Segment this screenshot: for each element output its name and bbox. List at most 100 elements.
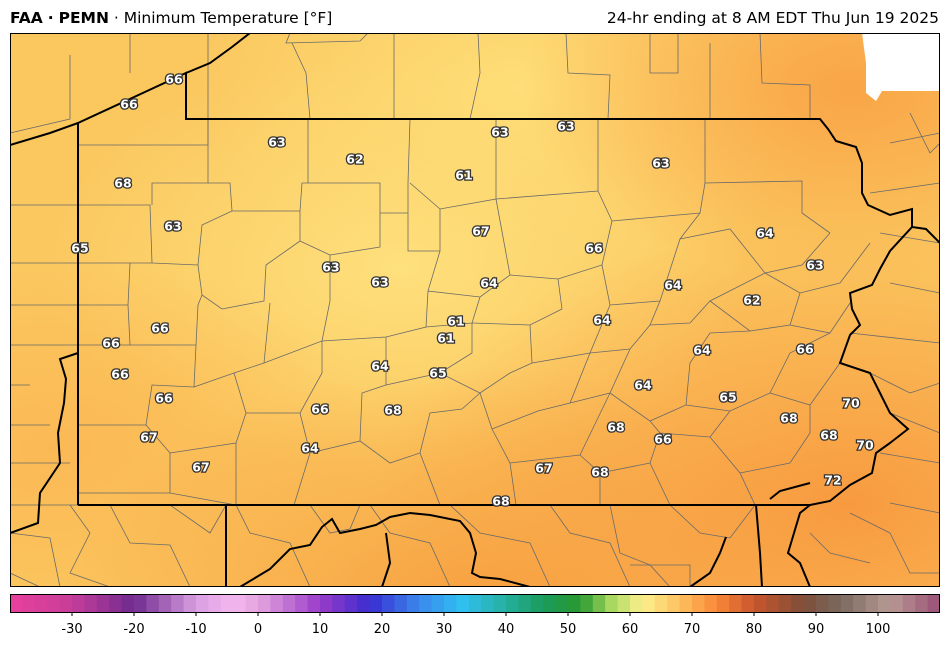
colorbar-swatch — [72, 594, 85, 612]
colorbar-swatch — [270, 594, 284, 612]
station-value: 64 — [634, 378, 652, 393]
colorbar-swatch — [332, 594, 346, 612]
colorbar-swatch — [605, 594, 619, 612]
colorbar: -30 -20 -10 0 10 20 30 40 50 60 70 80 90 100 — [10, 594, 940, 637]
colorbar-swatch — [208, 594, 222, 612]
colorbar-swatch — [878, 594, 891, 612]
colorbar-tick-label: 0 — [254, 622, 262, 637]
station-value: 67 — [472, 224, 489, 239]
colorbar-ticks: -30 -20 -10 0 10 20 30 40 50 60 70 80 90 100 — [61, 612, 890, 637]
colorbar-tick-label: 80 — [746, 622, 763, 637]
colorbar-swatch — [927, 594, 940, 612]
colorbar-swatch — [902, 594, 916, 612]
dc-shore — [689, 536, 727, 587]
colorbar-swatch — [444, 594, 457, 612]
station-value: 64 — [756, 226, 774, 241]
station-value: 66 — [120, 97, 138, 112]
colorbar-swatch — [47, 594, 61, 612]
colorbar-swatch — [196, 594, 209, 612]
colorbar-tick-label: 50 — [560, 622, 577, 637]
colorbar-swatch — [282, 594, 296, 612]
colorbar-tick-label: 40 — [498, 622, 515, 637]
colorbar-swatch — [369, 594, 383, 612]
station-value: 63 — [557, 119, 574, 134]
colorbar-tick-label: 30 — [436, 622, 453, 637]
station-value: 66 — [654, 432, 672, 447]
chesapeake-shore — [381, 532, 392, 587]
colorbar-swatch — [84, 594, 98, 612]
colorbar-swatch — [171, 594, 185, 612]
colorbar-swatch — [754, 594, 767, 612]
colorbar-tick-label: 70 — [684, 622, 701, 637]
colorbar-swatch — [741, 594, 755, 612]
state-boundaries — [10, 33, 940, 587]
station-value: 63 — [652, 156, 669, 171]
colorbar-swatch — [729, 594, 743, 612]
colorbar-frame — [10, 594, 940, 613]
station-value: 70 — [842, 396, 860, 411]
new-york-border — [10, 122, 79, 146]
colorbar-tick-label: 10 — [312, 622, 329, 637]
colorbar-swatch — [704, 594, 718, 612]
colorbar-tick-label: -10 — [185, 622, 206, 637]
station-value: 62 — [346, 152, 363, 167]
colorbar-swatch — [382, 594, 395, 612]
temperature-field — [10, 33, 940, 587]
colorbar-swatch — [406, 594, 420, 612]
delaware-border — [755, 504, 763, 587]
station-value: 64 — [693, 343, 711, 358]
colorbar-swatch — [890, 594, 904, 612]
no-data-region — [862, 33, 940, 101]
colorbar-swatch — [456, 594, 470, 612]
colorbar-swatch — [245, 594, 259, 612]
colorbar-swatch — [394, 594, 408, 612]
colorbar-swatch — [493, 594, 507, 612]
station-value: 62 — [743, 293, 760, 308]
colorbar-tick-label: 100 — [866, 622, 891, 637]
county-boundaries — [10, 33, 940, 587]
station-value: 68 — [492, 494, 509, 509]
colorbar-swatch — [295, 594, 309, 612]
new-jersey-border-upper — [911, 226, 940, 244]
colorbar-swatch — [183, 594, 197, 612]
station-value: 63 — [322, 260, 339, 275]
station-value: 66 — [311, 402, 329, 417]
colorbar-swatch — [555, 594, 569, 612]
station-value: 68 — [591, 465, 608, 480]
colorbar-swatch — [59, 594, 73, 612]
colorbar-swatch — [654, 594, 668, 612]
colorbar-swatch — [233, 594, 247, 612]
station-value: 61 — [455, 168, 472, 183]
colorbar-swatch — [146, 594, 160, 612]
colorbar-swatch — [803, 594, 817, 612]
station-value: 63 — [806, 258, 823, 273]
station-values: 66 66 63 62 63 63 61 63 68 63 67 65 66 6… — [70, 70, 875, 510]
colorbar-swatch — [419, 594, 433, 612]
colorbar-swatch — [642, 594, 656, 612]
station-value: 64 — [480, 276, 498, 291]
colorbar-swatch — [568, 594, 581, 612]
station-value: 67 — [535, 461, 552, 476]
colorbar-swatch — [679, 594, 693, 612]
colorbar-tick-label: 20 — [374, 622, 391, 637]
variable-label: Minimum Temperature [°F] — [123, 9, 333, 27]
station-value: 68 — [607, 420, 624, 435]
colorbar-swatch — [630, 594, 643, 612]
colorbar-swatch — [766, 594, 780, 612]
station-value: 65 — [71, 241, 88, 256]
station-value: 67 — [192, 460, 209, 475]
colorbar-swatch — [320, 594, 333, 612]
station-value: 65 — [429, 366, 446, 381]
pennsylvania-border — [77, 71, 913, 506]
map-frame — [10, 33, 940, 587]
station-value: 66 — [796, 342, 814, 357]
chart-title: FAA · PEMN · Minimum Temperature [°F] — [10, 9, 333, 27]
colorbar-swatch — [134, 594, 147, 612]
colorbar-swatch — [258, 594, 271, 612]
station-value: 66 — [165, 72, 183, 87]
colorbar-swatch — [109, 594, 123, 612]
west-virginia-panhandle — [10, 352, 79, 534]
colorbar-swatch — [865, 594, 879, 612]
colorbar-swatch — [307, 594, 321, 612]
colorbar-swatch — [543, 594, 557, 612]
